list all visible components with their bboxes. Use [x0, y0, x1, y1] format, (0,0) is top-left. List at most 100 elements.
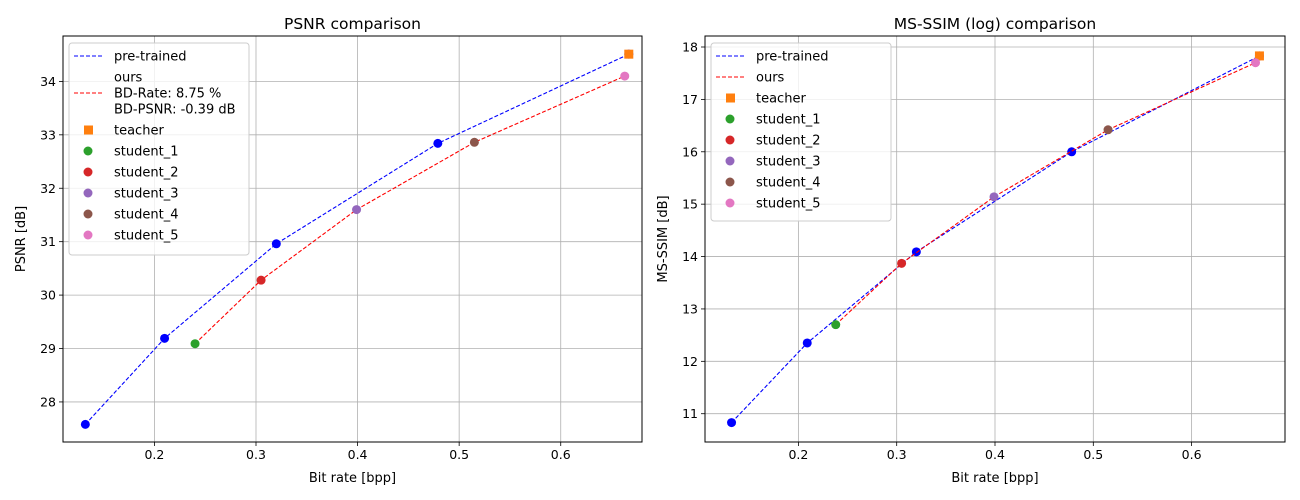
legend-label: BD-Rate: 8.75 %: [114, 87, 221, 102]
plot-frame: [62, 35, 643, 443]
y-tick-label: 18: [682, 40, 698, 55]
data-point: [1067, 147, 1077, 157]
legend-label: student_5: [114, 229, 178, 244]
y-tick-label: 15: [682, 197, 698, 212]
y-tick-label: 29: [40, 341, 56, 356]
y-tick-label: 14: [682, 249, 698, 264]
series-ours: [835, 62, 1256, 326]
y-tick-label: 33: [40, 127, 56, 142]
data-point: [160, 333, 170, 343]
legend-label: teacher: [756, 92, 806, 107]
series-student_1: [190, 339, 200, 349]
series-student_4: [469, 137, 479, 147]
series-student_4: [1103, 125, 1113, 135]
legend-circle-marker: [725, 114, 735, 124]
series-student_2: [897, 258, 907, 268]
x-axis-label: Bit rate [bpp]: [951, 471, 1038, 486]
legend-label: pre-trained: [114, 50, 187, 65]
legend-circle-marker: [83, 146, 93, 156]
data-point: [190, 339, 200, 349]
data-point: [469, 137, 479, 147]
data-point: [352, 205, 362, 215]
x-tick-label: 0.6: [551, 447, 571, 462]
legend-circle-marker: [83, 230, 93, 240]
y-tick-label: 12: [682, 354, 698, 369]
y-axis-label: PSNR [dB]: [14, 206, 29, 272]
y-tick-label: 17: [682, 92, 698, 107]
legend-circle-marker: [725, 135, 735, 145]
x-axis-label: Bit rate [bpp]: [309, 471, 396, 486]
data-point: [897, 258, 907, 268]
data-point: [1103, 125, 1113, 135]
legend-label: student_4: [114, 208, 178, 223]
data-point: [1251, 58, 1261, 68]
data-point: [1254, 51, 1264, 61]
data-point: [624, 49, 634, 59]
legend-label: student_2: [114, 166, 178, 181]
y-tick-label: 11: [682, 406, 698, 421]
y-tick-label: 32: [40, 181, 56, 196]
x-tick-label: 0.4: [985, 447, 1005, 462]
legend-label: student_3: [114, 187, 178, 202]
x-tick-label: 0.6: [1182, 447, 1202, 462]
legend-circle-marker: [83, 188, 93, 198]
y-tick-label: 34: [40, 74, 56, 89]
series-line: [194, 75, 625, 345]
y-axis-label: MS-SSIM [dB]: [656, 195, 671, 282]
legend-square-marker: [84, 125, 93, 135]
data-point: [989, 192, 999, 202]
chart-title: PSNR comparison: [284, 15, 421, 33]
legend: pre-trained ours teacher student_1 student_2…: [710, 42, 892, 222]
legend-label: ours: [114, 71, 143, 86]
data-point: [802, 338, 812, 348]
series-ours: [194, 75, 625, 345]
plot-frame: [704, 35, 1286, 443]
legend-circle-marker: [725, 177, 735, 187]
series-student_3: [989, 192, 999, 202]
legend-label: student_1: [114, 145, 178, 160]
x-tick-label: 0.5: [449, 447, 469, 462]
legend-box: [68, 42, 250, 256]
legend-label: student_4: [756, 176, 820, 191]
series-teacher: [624, 49, 634, 59]
series-teacher: [1254, 51, 1264, 61]
data-point: [620, 71, 630, 81]
data-point: [433, 138, 443, 148]
legend-label: pre-trained: [756, 50, 829, 65]
data-point: [256, 275, 266, 285]
legend-label: ours: [756, 71, 785, 86]
series-student_2: [256, 275, 266, 285]
series-line: [835, 62, 1256, 326]
legend-circle-marker: [725, 156, 735, 166]
chart-panel-2: 0.2 0.3 0.4 0.5 0.6 11 12 13 14 15 16 17 18 MS-SSIM (…: [656, 15, 1286, 486]
x-tick-label: 0.2: [788, 447, 808, 462]
legend-label: student_2: [756, 134, 820, 149]
x-tick-label: 0.3: [246, 447, 266, 462]
legend-circle-marker: [725, 198, 735, 208]
legend-circle-marker: [83, 167, 93, 177]
legend-label: teacher: [114, 124, 164, 139]
legend-label: student_1: [756, 113, 820, 128]
series-student_5: [1251, 58, 1261, 68]
x-tick-label: 0.3: [887, 447, 907, 462]
data-point: [831, 320, 841, 330]
data-point: [271, 239, 281, 249]
x-tick-label: 0.5: [1083, 447, 1103, 462]
y-tick-label: 30: [40, 288, 56, 303]
chart-title: MS-SSIM (log) comparison: [894, 15, 1097, 33]
y-tick-label: 28: [40, 394, 56, 409]
legend-box: [710, 42, 892, 222]
series-line: [84, 53, 630, 425]
series-student_3: [352, 205, 362, 215]
x-tick-label: 0.4: [348, 447, 368, 462]
y-tick-label: 13: [682, 301, 698, 316]
legend-square-marker: [726, 93, 735, 103]
legend-label: student_5: [756, 197, 820, 212]
y-tick-label: 31: [40, 234, 56, 249]
data-point: [727, 418, 737, 428]
legend-circle-marker: [83, 209, 93, 219]
series-student_1: [831, 320, 841, 330]
chart-panel-1: 0.2 0.3 0.4 0.5 0.6 28 29 30 31 32 33 34 PSNR compar…: [14, 15, 643, 486]
